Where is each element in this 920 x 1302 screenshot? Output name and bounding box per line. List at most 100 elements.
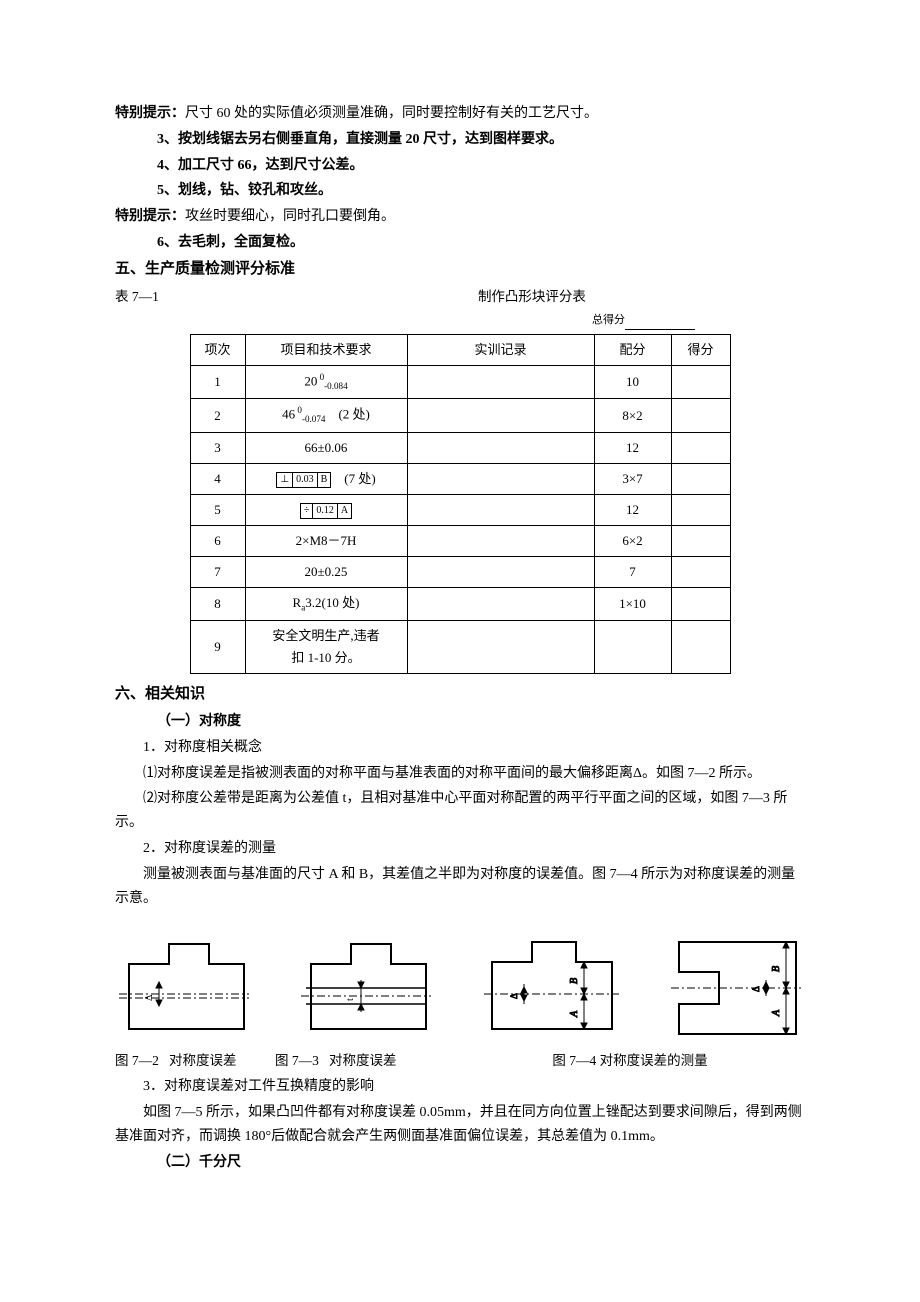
cell-record bbox=[407, 526, 594, 557]
th-index: 项次 bbox=[190, 334, 245, 365]
cell-requirement: ⊥0.03B (7 处) bbox=[245, 463, 407, 494]
th-requirement: 项目和技术要求 bbox=[245, 334, 407, 365]
cell-points: 3×7 bbox=[594, 463, 671, 494]
th-score: 得分 bbox=[671, 334, 730, 365]
step-3: 3、按划线锯去另右侧垂直角，直接测量 20 尺寸，达到图样要求。 bbox=[115, 128, 805, 152]
cell-points: 1×10 bbox=[594, 588, 671, 621]
table-row: 4⊥0.03B (7 处) 3×7 bbox=[190, 463, 730, 494]
figure-7-4b: B A Δ bbox=[671, 934, 801, 1044]
heading-5: 五、生产质量检测评分标准 bbox=[115, 257, 805, 283]
table-row: 9安全文明生产,违者扣 1-10 分。 bbox=[190, 621, 730, 674]
cell-requirement: 2×M8－7H bbox=[245, 526, 407, 557]
cell-record bbox=[407, 399, 594, 432]
th-points: 配分 bbox=[594, 334, 671, 365]
cell-score bbox=[671, 432, 730, 463]
figure-7-2: Δ bbox=[119, 934, 249, 1044]
figures-row: Δ t bbox=[115, 934, 805, 1044]
cell-score bbox=[671, 557, 730, 588]
heading-6-2: （二）千分尺 bbox=[115, 1151, 805, 1175]
cell-record bbox=[407, 463, 594, 494]
cell-index: 7 bbox=[190, 557, 245, 588]
figure-7-4a: B A Δ bbox=[484, 934, 619, 1044]
tip1-text: 尺寸 60 处的实际值必须测量准确，同时要控制好有关的工艺尺寸。 bbox=[185, 106, 598, 121]
step-4: 4、加工尺寸 66，达到尺寸公差。 bbox=[115, 154, 805, 178]
cell-score bbox=[671, 621, 730, 674]
step-5: 5、划线，钻、铰孔和攻丝。 bbox=[115, 179, 805, 203]
special-tip-2: 特别提示：攻丝时要细心，同时孔口要倒角。 bbox=[115, 205, 805, 229]
cell-index: 3 bbox=[190, 432, 245, 463]
scoring-table: 项次 项目和技术要求 实训记录 配分 得分 120 0-0.08410246 0… bbox=[190, 334, 731, 675]
cell-points: 6×2 bbox=[594, 526, 671, 557]
table-row: 366±0.06 12 bbox=[190, 432, 730, 463]
svg-text:A: A bbox=[771, 1009, 782, 1017]
table-head-row: 项次 项目和技术要求 实训记录 配分 得分 bbox=[190, 334, 730, 365]
table-row: 120 0-0.084 10 bbox=[190, 366, 730, 399]
caption-7-2: 图 7—2 对称度误差 bbox=[115, 1050, 275, 1073]
cell-points: 12 bbox=[594, 494, 671, 525]
cell-record bbox=[407, 494, 594, 525]
table-number: 表 7—1 bbox=[115, 286, 159, 309]
cell-record bbox=[407, 621, 594, 674]
table-row: 720±0.257 bbox=[190, 557, 730, 588]
cell-score bbox=[671, 494, 730, 525]
th-record: 实训记录 bbox=[407, 334, 594, 365]
special-tip-1: 特别提示：尺寸 60 处的实际值必须测量准确，同时要控制好有关的工艺尺寸。 bbox=[115, 102, 805, 126]
step-6: 6、去毛刺，全面复检。 bbox=[115, 231, 805, 255]
cell-record bbox=[407, 557, 594, 588]
cell-requirement: ÷0.12A bbox=[245, 494, 407, 525]
tip2-text: 攻丝时要细心，同时孔口要倒角。 bbox=[185, 209, 395, 224]
table-row: 62×M8－7H 6×2 bbox=[190, 526, 730, 557]
cell-score bbox=[671, 399, 730, 432]
svg-text:Δ: Δ bbox=[509, 993, 519, 999]
cell-requirement: Ra3.2(10 处) bbox=[245, 588, 407, 621]
total-score-row: 总得分 bbox=[115, 311, 805, 330]
cell-index: 1 bbox=[190, 366, 245, 399]
tip1-label: 特别提示： bbox=[115, 106, 185, 121]
cell-index: 6 bbox=[190, 526, 245, 557]
cell-index: 5 bbox=[190, 494, 245, 525]
figure-7-3: t bbox=[301, 934, 431, 1044]
table-row: 5÷0.12A 12 bbox=[190, 494, 730, 525]
heading-6-1: （一）对称度 bbox=[115, 710, 805, 734]
figure-captions: 图 7—2 对称度误差 图 7—3 对称度误差 图 7—4 对称度误差的测量 bbox=[115, 1050, 805, 1073]
svg-text:B: B bbox=[569, 978, 580, 984]
cell-points: 8×2 bbox=[594, 399, 671, 432]
svg-text:Δ: Δ bbox=[751, 986, 761, 992]
cell-requirement: 46 0-0.074 (2 处) bbox=[245, 399, 407, 432]
cell-index: 8 bbox=[190, 588, 245, 621]
svg-text:t: t bbox=[345, 998, 356, 1001]
cell-points: 12 bbox=[594, 432, 671, 463]
heading-6: 六、相关知识 bbox=[115, 682, 805, 708]
cell-record bbox=[407, 588, 594, 621]
cell-index: 4 bbox=[190, 463, 245, 494]
cell-score bbox=[671, 588, 730, 621]
cell-requirement: 66±0.06 bbox=[245, 432, 407, 463]
p-6-1-1b: ⑵对称度公差带是距离为公差值 t，且相对基准中心平面对称配置的两平行平面之间的区… bbox=[115, 787, 805, 835]
svg-text:B: B bbox=[771, 966, 782, 972]
cell-index: 9 bbox=[190, 621, 245, 674]
p-6-1-1a: ⑴对称度误差是指被测表面的对称平面与基准表面的对称平面间的最大偏移距离Δ。如图 … bbox=[115, 762, 805, 786]
p-6-1-2: 2．对称度误差的测量 bbox=[115, 837, 805, 861]
cell-requirement: 20±0.25 bbox=[245, 557, 407, 588]
cell-points: 7 bbox=[594, 557, 671, 588]
table-title: 制作凸形块评分表 bbox=[378, 286, 586, 309]
cell-record bbox=[407, 366, 594, 399]
cell-points bbox=[594, 621, 671, 674]
cell-requirement: 20 0-0.084 bbox=[245, 366, 407, 399]
cell-score bbox=[671, 366, 730, 399]
p-6-1-1: 1．对称度相关概念 bbox=[115, 736, 805, 760]
cell-requirement: 安全文明生产,违者扣 1-10 分。 bbox=[245, 621, 407, 674]
table-row: 8Ra3.2(10 处) 1×10 bbox=[190, 588, 730, 621]
svg-text:A: A bbox=[569, 1010, 580, 1018]
cell-points: 10 bbox=[594, 366, 671, 399]
p-6-1-3: 3．对称度误差对工件互换精度的影响 bbox=[115, 1075, 805, 1099]
total-score-label: 总得分 bbox=[592, 314, 625, 326]
cell-score bbox=[671, 526, 730, 557]
cell-index: 2 bbox=[190, 399, 245, 432]
table-header-row: 表 7—1 制作凸形块评分表 bbox=[115, 286, 805, 309]
svg-text:Δ: Δ bbox=[144, 994, 155, 1001]
tip2-label: 特别提示： bbox=[115, 209, 185, 224]
cell-score bbox=[671, 463, 730, 494]
table-row: 246 0-0.074 (2 处) 8×2 bbox=[190, 399, 730, 432]
cell-record bbox=[407, 432, 594, 463]
